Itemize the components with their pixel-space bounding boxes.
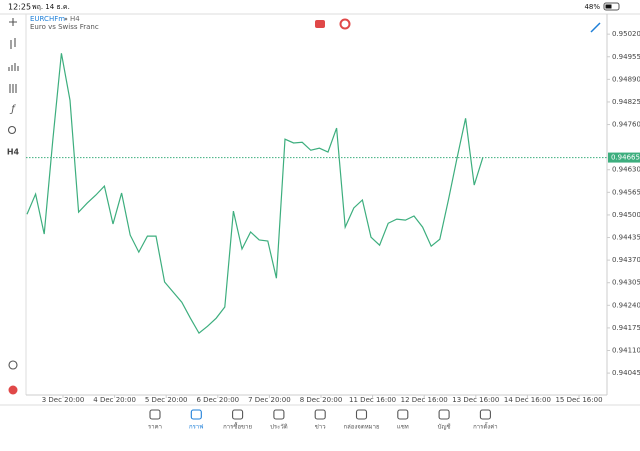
search-tool[interactable] bbox=[8, 360, 18, 370]
y-tick-label: 0.94760 bbox=[612, 121, 640, 129]
nav-label[interactable]: กล่องจดหมาย bbox=[343, 424, 379, 431]
price-line bbox=[26, 53, 484, 335]
header-timeframe: H4 bbox=[70, 15, 80, 23]
nav-icon[interactable] bbox=[438, 409, 450, 420]
nav-icon[interactable] bbox=[314, 409, 326, 420]
nav-icon[interactable] bbox=[479, 409, 491, 420]
settings-tool[interactable] bbox=[9, 84, 17, 93]
left-toolbar: ƒ H4 bbox=[7, 18, 20, 395]
nav-icon[interactable] bbox=[232, 409, 244, 420]
chart-type-tool[interactable] bbox=[10, 38, 16, 49]
current-price-label: 0.94665 bbox=[611, 154, 640, 162]
y-tick-label: 0.94240 bbox=[612, 301, 640, 309]
battery-level bbox=[605, 4, 612, 9]
draw-tool[interactable] bbox=[590, 22, 601, 33]
nav-icon[interactable] bbox=[355, 409, 368, 420]
y-tick-label: 0.94175 bbox=[612, 324, 640, 332]
nav-label[interactable]: บัญชี bbox=[438, 423, 451, 431]
battery-text: 48% bbox=[584, 3, 600, 11]
nav-icon[interactable] bbox=[397, 409, 409, 420]
x-tick-label: 12 Dec 16:00 bbox=[401, 396, 448, 404]
x-tick-label: 13 Dec 16:00 bbox=[452, 396, 499, 404]
status-date: พฤ. 14 ธ.ค. bbox=[32, 3, 70, 11]
x-tick-label: 11 Dec 16:00 bbox=[349, 396, 396, 404]
nav-label[interactable]: การซื้อขาย bbox=[223, 421, 252, 431]
status-time: 12:25 bbox=[8, 3, 31, 12]
nav-icon[interactable] bbox=[149, 409, 161, 420]
x-tick-label: 4 Dec 20:00 bbox=[93, 396, 136, 404]
nav-label[interactable]: ราคา bbox=[148, 424, 162, 431]
nav-label[interactable]: แชท bbox=[397, 424, 409, 431]
x-tick-label: 8 Dec 20:00 bbox=[300, 396, 343, 404]
separator-dot bbox=[64, 17, 68, 21]
y-tick-label: 0.94890 bbox=[612, 75, 640, 83]
y-tick-label: 0.94500 bbox=[612, 211, 640, 219]
y-tick-label: 0.94955 bbox=[612, 53, 640, 61]
current-price-badge bbox=[608, 152, 640, 163]
y-tick-label: 0.94825 bbox=[612, 98, 640, 106]
nav-label[interactable]: ข่าว bbox=[315, 424, 326, 431]
y-tick-label: 0.94110 bbox=[612, 347, 640, 355]
function-tool[interactable]: ƒ bbox=[9, 104, 16, 115]
flag-icon-2[interactable] bbox=[339, 18, 351, 30]
y-tick-label: 0.94370 bbox=[612, 256, 640, 264]
x-tick-label: 3 Dec 20:00 bbox=[42, 396, 85, 404]
x-tick-label: 5 Dec 20:00 bbox=[145, 396, 188, 404]
nav-label[interactable]: ประวัติ bbox=[270, 424, 288, 431]
symbol: EURCHFm bbox=[30, 15, 65, 23]
y-tick-label: 0.94435 bbox=[612, 234, 640, 242]
battery-icon bbox=[603, 2, 620, 11]
y-tick-label: 0.94630 bbox=[612, 166, 640, 174]
y-tick-label: 0.95020 bbox=[612, 30, 640, 38]
y-tick-label: 0.94045 bbox=[612, 369, 640, 377]
y-tick-label: 0.94565 bbox=[612, 188, 640, 196]
timeframe-button[interactable]: H4 bbox=[7, 148, 20, 157]
nav-label[interactable]: การตั้งค่า bbox=[473, 421, 497, 431]
objects-tool[interactable] bbox=[7, 125, 17, 135]
x-tick-label: 7 Dec 20:00 bbox=[248, 396, 291, 404]
broker-icon[interactable] bbox=[8, 385, 18, 395]
x-tick-label: 14 Dec 16:00 bbox=[504, 396, 551, 404]
flag-icon[interactable] bbox=[315, 20, 325, 28]
crosshair-tool[interactable] bbox=[9, 18, 17, 26]
indicators-tool[interactable] bbox=[8, 63, 19, 71]
nav-icon[interactable] bbox=[273, 409, 285, 420]
nav-label[interactable]: กราฟ bbox=[189, 424, 203, 431]
x-tick-label: 15 Dec 16:00 bbox=[555, 396, 602, 404]
x-tick-label: 6 Dec 20:00 bbox=[196, 396, 239, 404]
y-tick-label: 0.94305 bbox=[612, 279, 640, 287]
nav-icon[interactable] bbox=[190, 409, 202, 420]
symbol-description: Euro vs Swiss Franc bbox=[30, 23, 99, 31]
